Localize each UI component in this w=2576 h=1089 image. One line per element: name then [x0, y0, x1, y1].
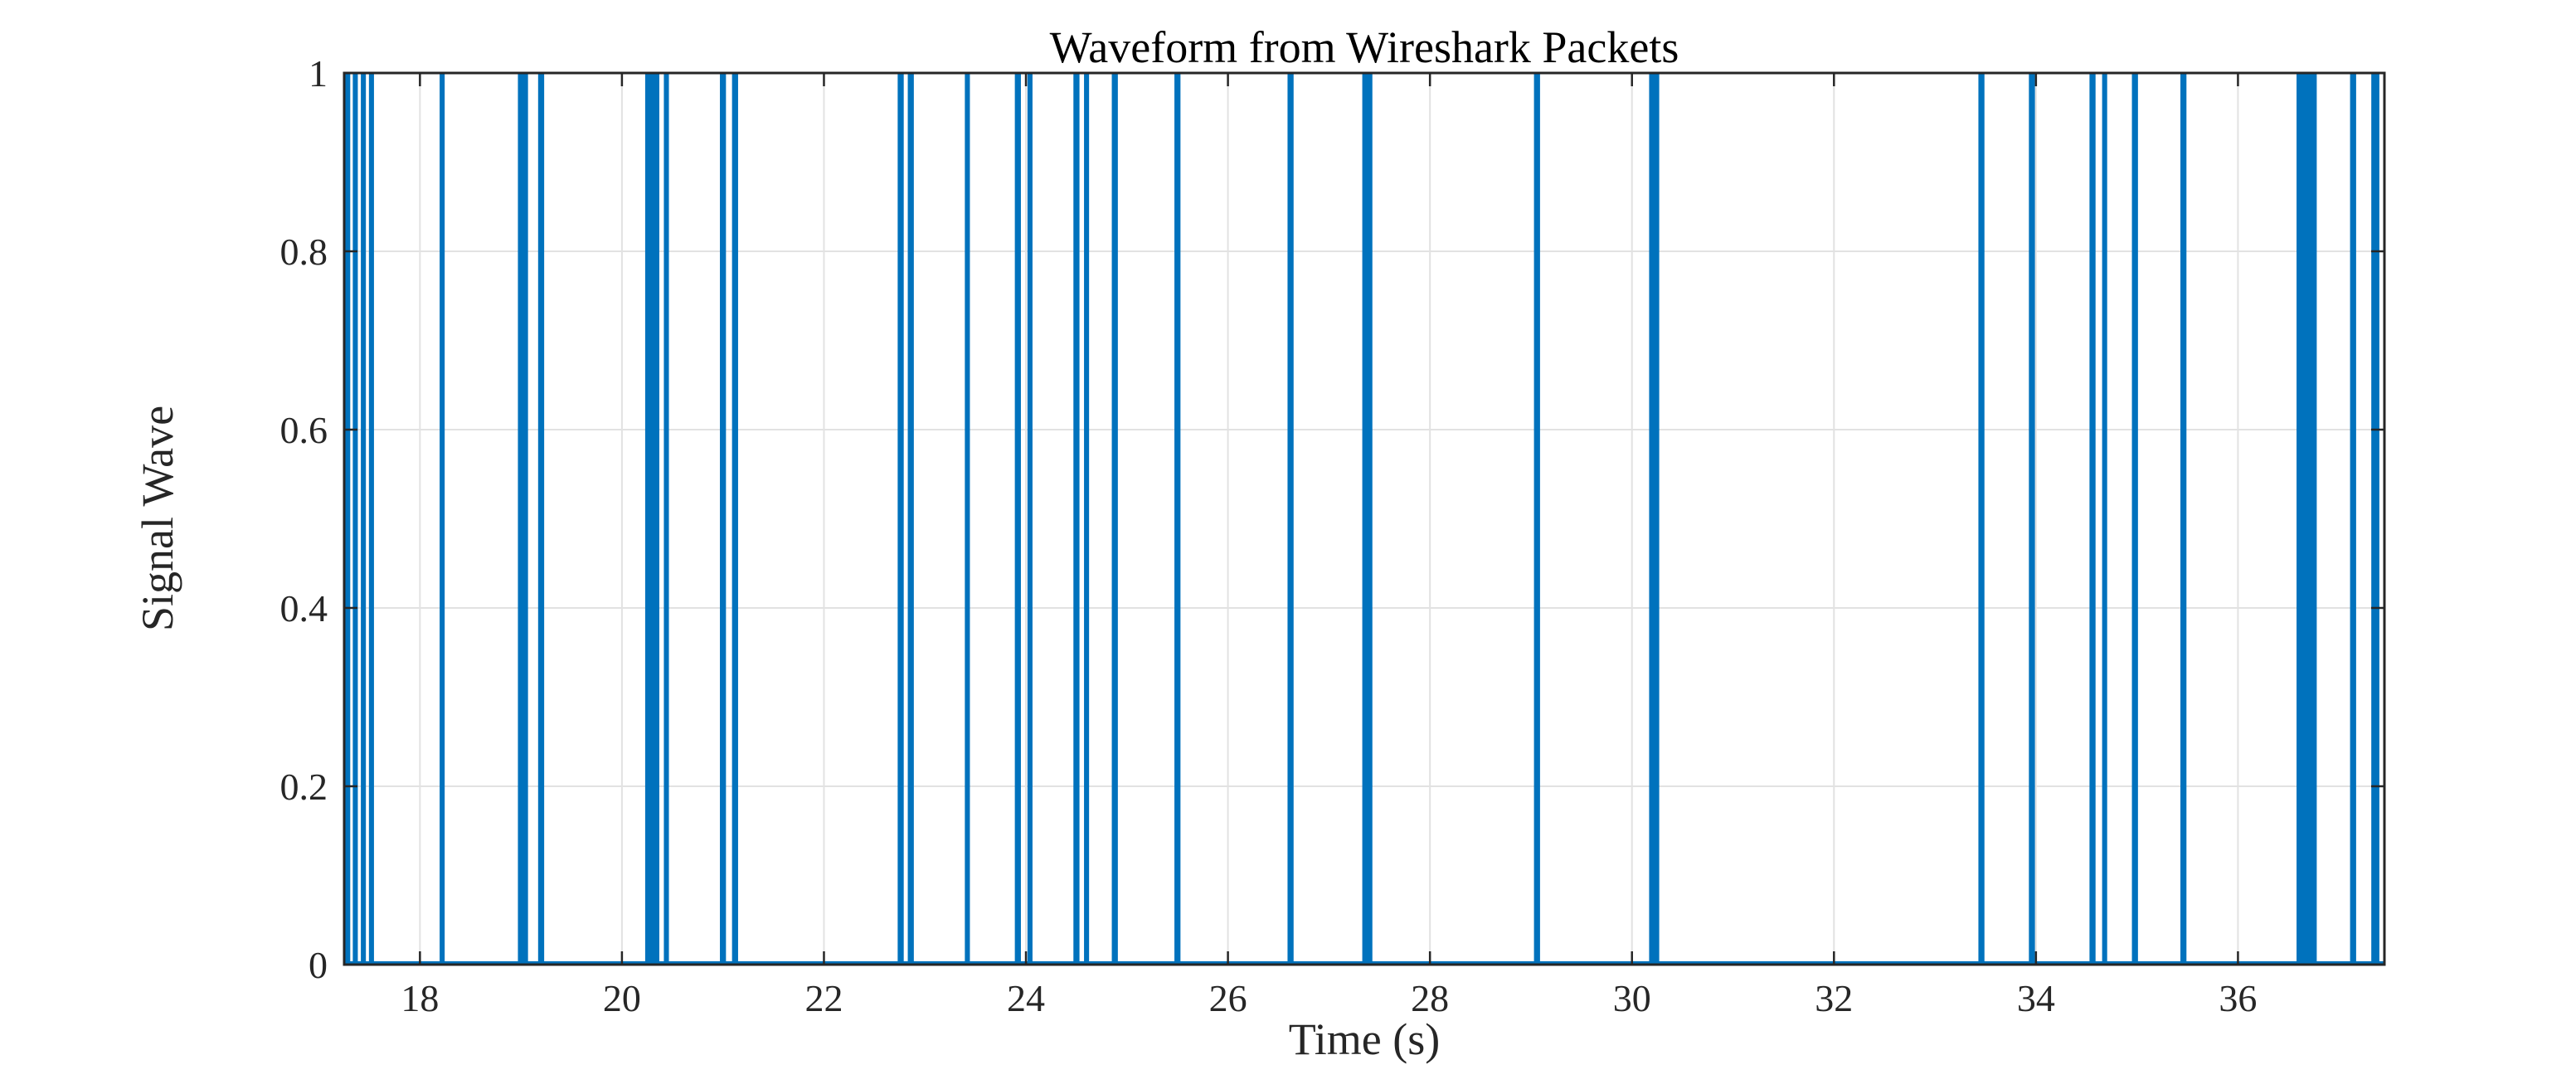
waveform-pulse [1287, 73, 1294, 965]
waveform-pulse [2297, 73, 2317, 965]
waveform-pulse [907, 73, 914, 965]
x-tick-label: 26 [1209, 977, 1247, 1019]
waveform-pulse [1073, 73, 1080, 965]
waveform-pulse [1084, 73, 1090, 965]
waveform-pulse [1533, 73, 1540, 965]
x-axis-label: Time (s) [1288, 1014, 1441, 1064]
waveform-pulse [897, 73, 904, 965]
x-tick-label: 20 [603, 977, 641, 1019]
waveform-pulse [1027, 73, 1033, 965]
waveform-pulse [1111, 73, 1118, 965]
waveform-pulse [518, 73, 528, 965]
y-tick-label: 1 [309, 52, 328, 95]
waveform-pulse [361, 73, 367, 965]
waveform-pulse [2089, 73, 2096, 965]
waveform-pulse [720, 73, 727, 965]
y-tick-label: 0 [309, 944, 328, 986]
x-tick-label: 32 [1815, 977, 1853, 1019]
waveform-pulse [2180, 73, 2187, 965]
waveform-pulse [2371, 73, 2379, 965]
x-tick-label: 34 [2017, 977, 2055, 1019]
chart-title: Waveform from Wireshark Packets [1049, 22, 1679, 72]
x-tick-label: 36 [2219, 977, 2257, 1019]
waveform-pulse [663, 73, 669, 965]
waveform-pulse [1362, 73, 1373, 965]
waveform-pulse [965, 73, 970, 965]
waveform-pulse [440, 73, 445, 965]
waveform-pulse [1174, 73, 1181, 965]
x-tick-label: 24 [1007, 977, 1045, 1019]
waveform-pulse [537, 73, 545, 965]
waveform-pulse [1978, 73, 1985, 965]
x-tick-label: 28 [1411, 977, 1449, 1019]
y-tick-label: 0.4 [280, 587, 328, 630]
x-tick-label: 22 [804, 977, 843, 1019]
waveform-pulse [368, 73, 374, 965]
y-axis-label: Signal Wave [133, 405, 182, 632]
waveform-pulse [344, 73, 351, 965]
y-tick-label: 0.2 [280, 766, 328, 808]
x-tick-label: 30 [1613, 977, 1651, 1019]
x-tick-label: 18 [401, 977, 439, 1019]
y-tick-label: 0.6 [280, 409, 328, 451]
waveform-pulse [352, 73, 358, 965]
axes-box [343, 71, 2386, 966]
waveform-pulse [2350, 73, 2356, 965]
waveform-pulse [644, 73, 659, 965]
waveform-pulse [1014, 73, 1021, 965]
waveform-pulse [2102, 73, 2107, 965]
waveform-pulse [2131, 73, 2138, 965]
waveform-pulse [731, 73, 738, 965]
waveform-pulse [2029, 73, 2035, 965]
waveform-pulse [1649, 73, 1660, 965]
y-tick-label: 0.8 [280, 231, 328, 273]
